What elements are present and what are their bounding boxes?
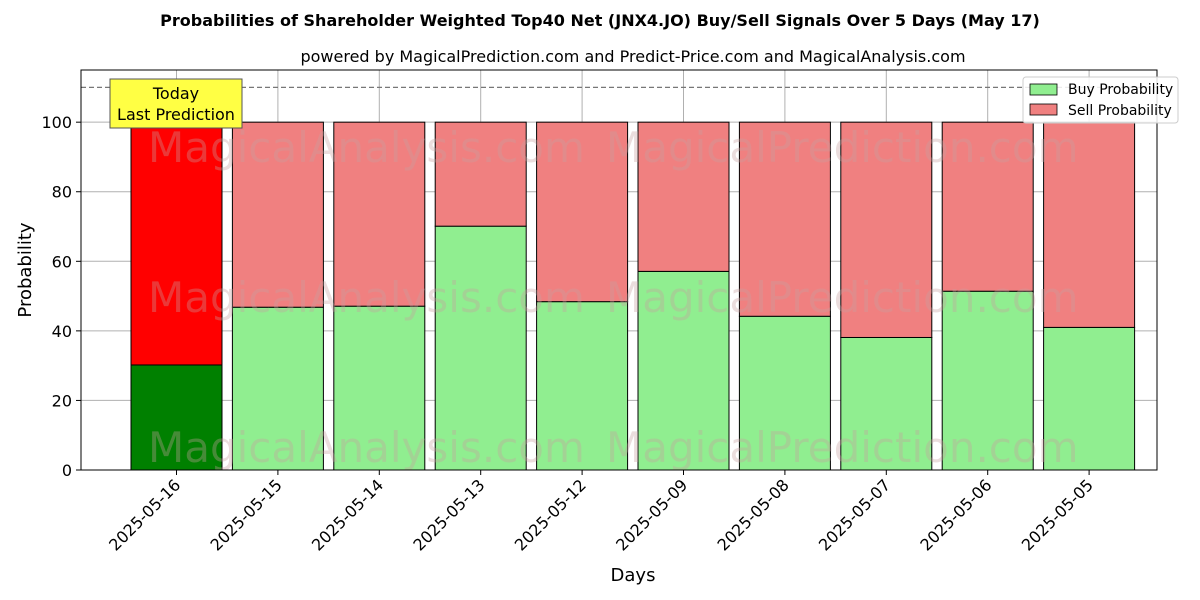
y-tick-label: 80 bbox=[52, 183, 72, 202]
x-tick-label: 2025-05-16 bbox=[105, 475, 184, 554]
annotation-box bbox=[109, 78, 243, 129]
y-tick-label: 100 bbox=[41, 113, 72, 132]
bar-sell-2025-05-06 bbox=[941, 121, 1034, 292]
x-tick-label: 2025-05-12 bbox=[511, 475, 590, 554]
today-annotation: Today Last Prediction bbox=[109, 78, 243, 129]
legend-label-buy: Buy Probability bbox=[1068, 82, 1173, 98]
bar-sell-2025-05-05 bbox=[1043, 121, 1136, 328]
legend: Buy Probability Sell Probability bbox=[1022, 76, 1179, 124]
bar-sell-2025-05-15 bbox=[231, 121, 324, 308]
watermark-text: MagicalAnalysis.com bbox=[148, 123, 585, 172]
bar-buy-2025-05-16 bbox=[130, 364, 223, 471]
annotation-line1: Today bbox=[152, 84, 199, 103]
bar-buy-2025-05-14 bbox=[333, 305, 426, 471]
bar-sell-2025-05-16 bbox=[130, 121, 223, 366]
chart-title: Probabilities of Shareholder Weighted To… bbox=[160, 11, 1040, 30]
bar-buy-2025-05-07 bbox=[840, 336, 933, 471]
bar-buy-2025-05-08 bbox=[738, 315, 831, 471]
y-tick-label: 0 bbox=[62, 461, 72, 480]
bar-sell-2025-05-09 bbox=[637, 121, 730, 272]
bar-sell-2025-05-12 bbox=[536, 121, 629, 303]
bars bbox=[130, 121, 1136, 471]
bar-buy-2025-05-09 bbox=[637, 270, 730, 471]
watermark-text: MagicalAnalysis.com bbox=[148, 423, 585, 472]
y-tick-label: 20 bbox=[52, 391, 72, 410]
bar-sell-2025-05-13 bbox=[434, 121, 527, 227]
bar-sell-2025-05-07 bbox=[840, 121, 933, 338]
watermarks: MagicalAnalysis.com MagicalAnalysis.com Ma… bbox=[148, 123, 1079, 472]
x-tick-label: 2025-05-07 bbox=[815, 475, 894, 554]
x-tick-label: 2025-05-06 bbox=[916, 475, 995, 554]
watermark-text: MagicalPrediction.com bbox=[606, 123, 1079, 172]
legend-label-sell: Sell Probability bbox=[1068, 103, 1172, 119]
watermark-text: MagicalPrediction.com bbox=[606, 273, 1079, 322]
watermark-text: MagicalPrediction.com bbox=[606, 423, 1079, 472]
bar-buy-2025-05-06 bbox=[941, 290, 1034, 471]
chart-subtitle: powered by MagicalPrediction.com and Pre… bbox=[300, 47, 965, 66]
watermark-text: MagicalAnalysis.com bbox=[148, 273, 585, 322]
x-tick-label: 2025-05-13 bbox=[409, 475, 488, 554]
x-axis-label: Days bbox=[611, 565, 656, 586]
legend-swatch-buy bbox=[1029, 83, 1058, 96]
x-tick-label: 2025-05-09 bbox=[612, 475, 691, 554]
legend-swatch-sell bbox=[1029, 103, 1058, 116]
y-tick-label: 60 bbox=[52, 252, 72, 271]
x-tick-label: 2025-05-05 bbox=[1018, 475, 1097, 554]
y-axis-label: Probability bbox=[15, 222, 36, 317]
y-tick-label: 40 bbox=[52, 322, 72, 341]
x-tick-label: 2025-05-14 bbox=[308, 475, 387, 554]
x-axis-ticks: 2025-05-16 2025-05-15 2025-05-14 2025-05-13… bbox=[105, 470, 1097, 555]
annotation-line2: Last Prediction bbox=[117, 105, 235, 124]
bar-sell-2025-05-14 bbox=[333, 121, 426, 307]
y-axis-ticks: 0 20 40 60 80 100 bbox=[41, 113, 81, 480]
x-tick-label: 2025-05-15 bbox=[207, 475, 286, 554]
bar-buy-2025-05-12 bbox=[536, 301, 629, 471]
x-tick-label: 2025-05-08 bbox=[714, 475, 793, 554]
legend-frame bbox=[1022, 76, 1179, 124]
bar-buy-2025-05-05 bbox=[1043, 326, 1136, 471]
bar-buy-2025-05-13 bbox=[434, 225, 527, 471]
plot-frame bbox=[80, 69, 1158, 471]
bar-sell-2025-05-08 bbox=[738, 121, 831, 317]
